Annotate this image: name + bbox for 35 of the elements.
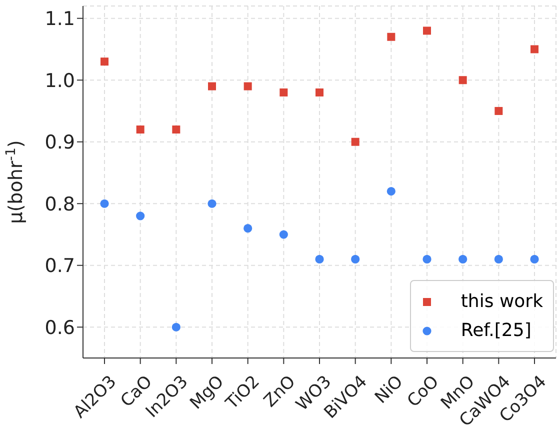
point (351, 254, 360, 264)
y-tick-label: 0.9 (44, 132, 75, 154)
y-tick-label: 1.1 (44, 8, 75, 30)
point (244, 224, 252, 233)
point (530, 45, 538, 54)
point (279, 230, 288, 239)
point (100, 199, 109, 208)
point (494, 254, 503, 264)
point (422, 254, 432, 264)
y-tick-label: 0.6 (44, 316, 75, 339)
point (100, 58, 108, 66)
point (136, 126, 144, 134)
legend-label: Ref.[25] (460, 320, 532, 341)
y-tick-label: 1.0 (44, 70, 75, 92)
point (172, 126, 180, 134)
point (208, 199, 216, 208)
point (494, 106, 503, 115)
point (458, 76, 467, 84)
y-tick-label: 0.8 (44, 193, 75, 216)
point (136, 212, 145, 220)
point (387, 32, 396, 41)
point (386, 186, 396, 196)
point (280, 88, 288, 96)
y-tick-label: 0.7 (44, 255, 75, 278)
point (315, 254, 324, 264)
point (316, 88, 324, 96)
point (530, 254, 539, 264)
x-tick-label: NiO (371, 372, 408, 408)
point (208, 82, 216, 90)
point (172, 322, 180, 332)
point (423, 26, 431, 35)
point (351, 138, 360, 146)
legend-label: this work (460, 291, 543, 312)
point (458, 254, 468, 264)
point (244, 82, 252, 90)
